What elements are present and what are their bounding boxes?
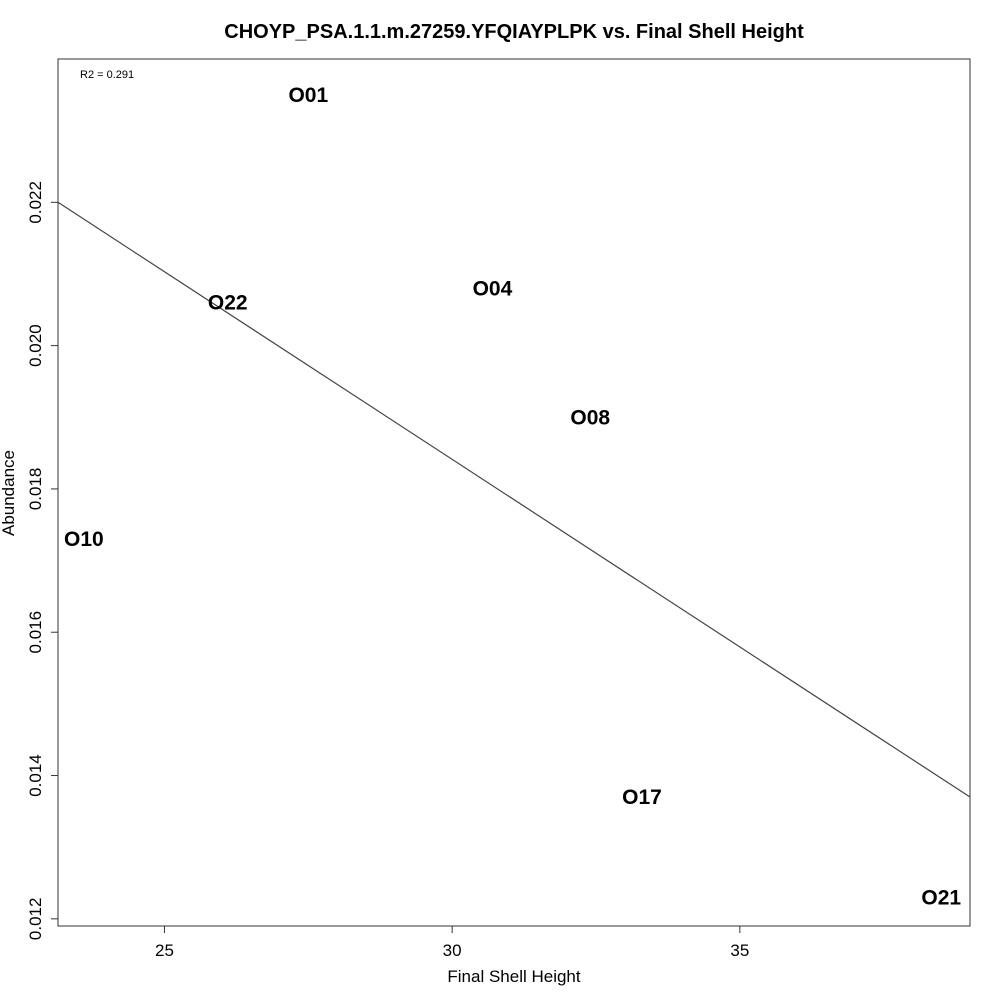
y-axis: 0.012 0.014 0.016 0.018 0.020 0.022 — [26, 181, 58, 940]
r2-annotation: R2 = 0.291 — [80, 69, 134, 81]
point-label-o17: O17 — [622, 786, 662, 809]
regression-line-group — [57, 201, 971, 798]
point-label-o04: O04 — [473, 277, 513, 300]
y-axis-label: Abundance — [0, 450, 18, 536]
point-label-o22: O22 — [208, 292, 248, 315]
point-label-o21: O21 — [921, 886, 961, 909]
point-label-o01: O01 — [288, 84, 328, 107]
x-tick-label: 25 — [155, 941, 174, 960]
y-tick-label: 0.018 — [26, 468, 45, 511]
plot-frame — [57, 58, 971, 927]
regression-line — [57, 201, 971, 798]
point-label-o08: O08 — [570, 406, 610, 429]
x-tick-label: 30 — [443, 941, 462, 960]
point-label-o10: O10 — [64, 528, 104, 551]
y-tick-label: 0.020 — [26, 324, 45, 367]
x-tick-label: 35 — [730, 941, 749, 960]
x-axis: 25 30 35 — [155, 926, 749, 960]
y-tick-label: 0.016 — [26, 611, 45, 654]
x-axis-label: Final Shell Height — [447, 967, 581, 986]
y-tick-label: 0.014 — [26, 754, 45, 797]
y-tick-label: 0.022 — [26, 181, 45, 224]
chart-title: CHOYP_PSA.1.1.m.27259.YFQIAYPLPK vs. Fin… — [224, 21, 804, 43]
point-labels: O01 O22 O04 O08 O10 O17 O21 — [64, 84, 961, 910]
y-tick-label: 0.012 — [26, 898, 45, 941]
